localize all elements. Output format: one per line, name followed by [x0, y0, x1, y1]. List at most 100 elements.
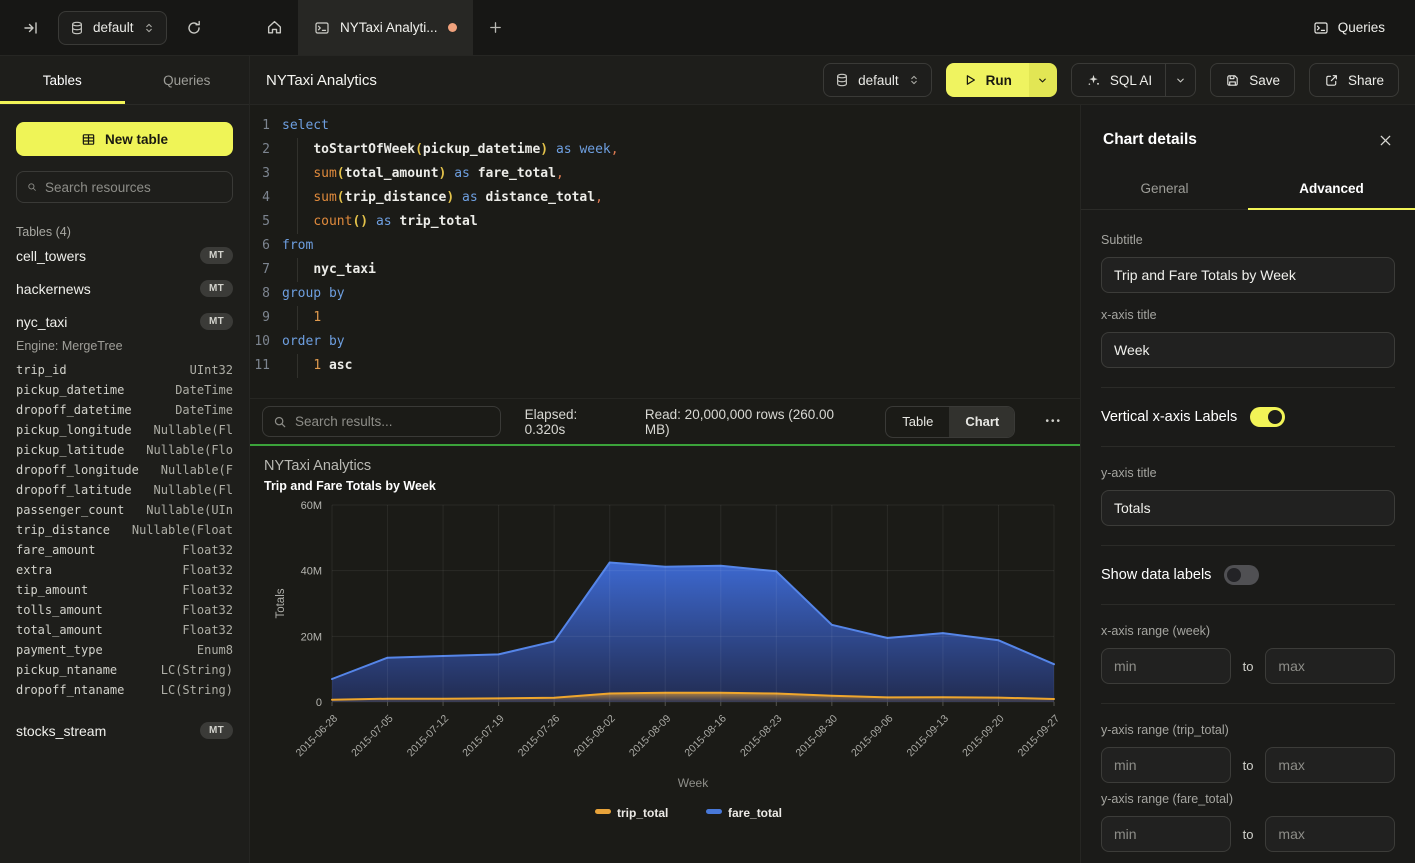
- new-table-button[interactable]: New table: [16, 122, 233, 156]
- yaxis-range-trip-label: y-axis range (trip_total): [1101, 723, 1395, 737]
- chart-subtitle: Trip and Fare Totals by Week: [264, 479, 1066, 493]
- to-label: to: [1243, 827, 1254, 842]
- svg-text:2015-08-16: 2015-08-16: [682, 713, 729, 760]
- run-database-selector[interactable]: default: [823, 63, 932, 97]
- column-row[interactable]: dropoff_latitudeNullable(Fl: [16, 480, 233, 500]
- yaxis-title-input[interactable]: [1101, 490, 1395, 526]
- database-selector-value: default: [93, 20, 134, 35]
- home-button[interactable]: [250, 0, 298, 55]
- sql-line[interactable]: 8group by: [250, 282, 1080, 306]
- column-row[interactable]: trip_idUInt32: [16, 360, 233, 380]
- more-options-icon[interactable]: •••: [1039, 416, 1068, 427]
- chart-card: NYTaxi Analytics Trip and Fare Totals by…: [250, 446, 1080, 863]
- sql-line[interactable]: 4 sum(trip_distance) as distance_total,: [250, 186, 1080, 210]
- column-row[interactable]: pickup_datetimeDateTime: [16, 380, 233, 400]
- panel-tab-general[interactable]: General: [1081, 169, 1248, 209]
- run-database-value: default: [858, 73, 899, 88]
- results-search-input[interactable]: [295, 414, 490, 429]
- column-row[interactable]: dropoff_longitudeNullable(F: [16, 460, 233, 480]
- table-row-stocks-stream[interactable]: stocks_stream MT: [16, 714, 233, 747]
- column-row[interactable]: payment_typeEnum8: [16, 640, 233, 660]
- chart-area[interactable]: 020M40M60MTotals2015-06-282015-07-052015…: [264, 497, 1066, 852]
- sidebar-tab-queries[interactable]: Queries: [125, 56, 250, 104]
- sql-line[interactable]: 3 sum(total_amount) as fare_total,: [250, 162, 1080, 186]
- column-row[interactable]: tolls_amountFloat32: [16, 600, 233, 620]
- column-row[interactable]: fare_amountFloat32: [16, 540, 233, 560]
- xaxis-range-label: x-axis range (week): [1101, 624, 1395, 638]
- table-row-hackernews[interactable]: hackernews MT: [16, 272, 233, 305]
- column-row[interactable]: extraFloat32: [16, 560, 233, 580]
- column-row[interactable]: tip_amountFloat32: [16, 580, 233, 600]
- yaxis-range-fare-label: y-axis range (fare_total): [1101, 792, 1395, 806]
- yaxis-range-fare-max-input[interactable]: [1265, 816, 1395, 852]
- view-toggle: Table Chart: [885, 406, 1015, 438]
- close-panel-button[interactable]: [1378, 133, 1393, 148]
- yaxis-title-label: y-axis title: [1101, 466, 1395, 480]
- subtitle-input[interactable]: [1101, 257, 1395, 293]
- vertical-xaxis-labels-toggle[interactable]: [1250, 407, 1285, 427]
- panel-tab-advanced[interactable]: Advanced: [1248, 169, 1415, 209]
- column-row[interactable]: trip_distanceNullable(Float: [16, 520, 233, 540]
- save-label: Save: [1249, 73, 1280, 88]
- queries-button[interactable]: Queries: [1305, 14, 1393, 42]
- xaxis-range-max-input[interactable]: [1265, 648, 1395, 684]
- topbar: default NYTaxi Analyti... Queri: [0, 0, 1415, 56]
- view-toggle-table[interactable]: Table: [886, 407, 949, 437]
- column-row[interactable]: pickup_longitudeNullable(Fl: [16, 420, 233, 440]
- database-selector[interactable]: default: [58, 11, 167, 45]
- search-icon: [273, 415, 287, 429]
- column-row[interactable]: pickup_latitudeNullable(Flo: [16, 440, 233, 460]
- panel-body: Subtitle x-axis title Vertical x-axis La…: [1081, 210, 1415, 863]
- column-row[interactable]: passenger_countNullable(UIn: [16, 500, 233, 520]
- plus-icon: [488, 20, 503, 35]
- xaxis-range-min-input[interactable]: [1101, 648, 1231, 684]
- column-row[interactable]: dropoff_ntanameLC(String): [16, 680, 233, 700]
- sql-editor[interactable]: 1select2 toStartOfWeek(pickup_datetime) …: [250, 105, 1080, 398]
- collapse-sidebar-icon[interactable]: [16, 13, 46, 43]
- refresh-icon[interactable]: [179, 13, 209, 43]
- panel-tabs: General Advanced: [1081, 169, 1415, 210]
- table-row-cell-towers[interactable]: cell_towers MT: [16, 239, 233, 272]
- svg-text:2015-07-26: 2015-07-26: [516, 713, 563, 760]
- xaxis-title-input[interactable]: [1101, 332, 1395, 368]
- sql-line[interactable]: 7 nyc_taxi: [250, 258, 1080, 282]
- sql-line[interactable]: 11 1 asc: [250, 354, 1080, 378]
- share-label: Share: [1348, 73, 1384, 88]
- sql-line[interactable]: 5 count() as trip_total: [250, 210, 1080, 234]
- svg-text:2015-08-30: 2015-08-30: [793, 713, 840, 760]
- yaxis-range-trip-min-input[interactable]: [1101, 747, 1231, 783]
- column-row[interactable]: pickup_ntanameLC(String): [16, 660, 233, 680]
- svg-text:2015-09-20: 2015-09-20: [960, 713, 1007, 760]
- divider: [1101, 545, 1395, 546]
- engine-badge: MT: [200, 280, 233, 297]
- column-row[interactable]: dropoff_datetimeDateTime: [16, 400, 233, 420]
- svg-text:fare_total: fare_total: [728, 806, 782, 820]
- chevrons-updown-icon: [143, 21, 155, 35]
- run-button-main[interactable]: Run: [946, 63, 1029, 97]
- sql-ai-caret[interactable]: [1165, 64, 1195, 96]
- share-button[interactable]: Share: [1309, 63, 1399, 97]
- new-tab-button[interactable]: [473, 0, 519, 55]
- topbar-left: default: [0, 0, 250, 55]
- chart-svg: 020M40M60MTotals2015-06-282015-07-052015…: [264, 497, 1066, 849]
- sql-ai-button[interactable]: SQL AI: [1071, 63, 1196, 97]
- table-row-nyc-taxi[interactable]: nyc_taxi MT: [16, 305, 233, 338]
- sql-line[interactable]: 6from: [250, 234, 1080, 258]
- table-name: cell_towers: [16, 248, 86, 264]
- yaxis-range-trip-max-input[interactable]: [1265, 747, 1395, 783]
- sql-line[interactable]: 9 1: [250, 306, 1080, 330]
- sql-line[interactable]: 2 toStartOfWeek(pickup_datetime) as week…: [250, 138, 1080, 162]
- run-button[interactable]: Run: [946, 63, 1057, 97]
- yaxis-range-fare-min-input[interactable]: [1101, 816, 1231, 852]
- sidebar-tab-tables[interactable]: Tables: [0, 56, 125, 104]
- column-row[interactable]: total_amountFloat32: [16, 620, 233, 640]
- show-data-labels-toggle[interactable]: [1224, 565, 1259, 585]
- sql-line[interactable]: 1select: [250, 114, 1080, 138]
- resource-search-input[interactable]: [45, 180, 222, 195]
- save-button[interactable]: Save: [1210, 63, 1295, 97]
- run-options-caret[interactable]: [1029, 63, 1057, 97]
- view-toggle-chart[interactable]: Chart: [949, 407, 1015, 437]
- query-tab[interactable]: NYTaxi Analyti...: [298, 0, 473, 55]
- sql-line[interactable]: 10order by: [250, 330, 1080, 354]
- engine-label: Engine: MergeTree: [16, 339, 233, 353]
